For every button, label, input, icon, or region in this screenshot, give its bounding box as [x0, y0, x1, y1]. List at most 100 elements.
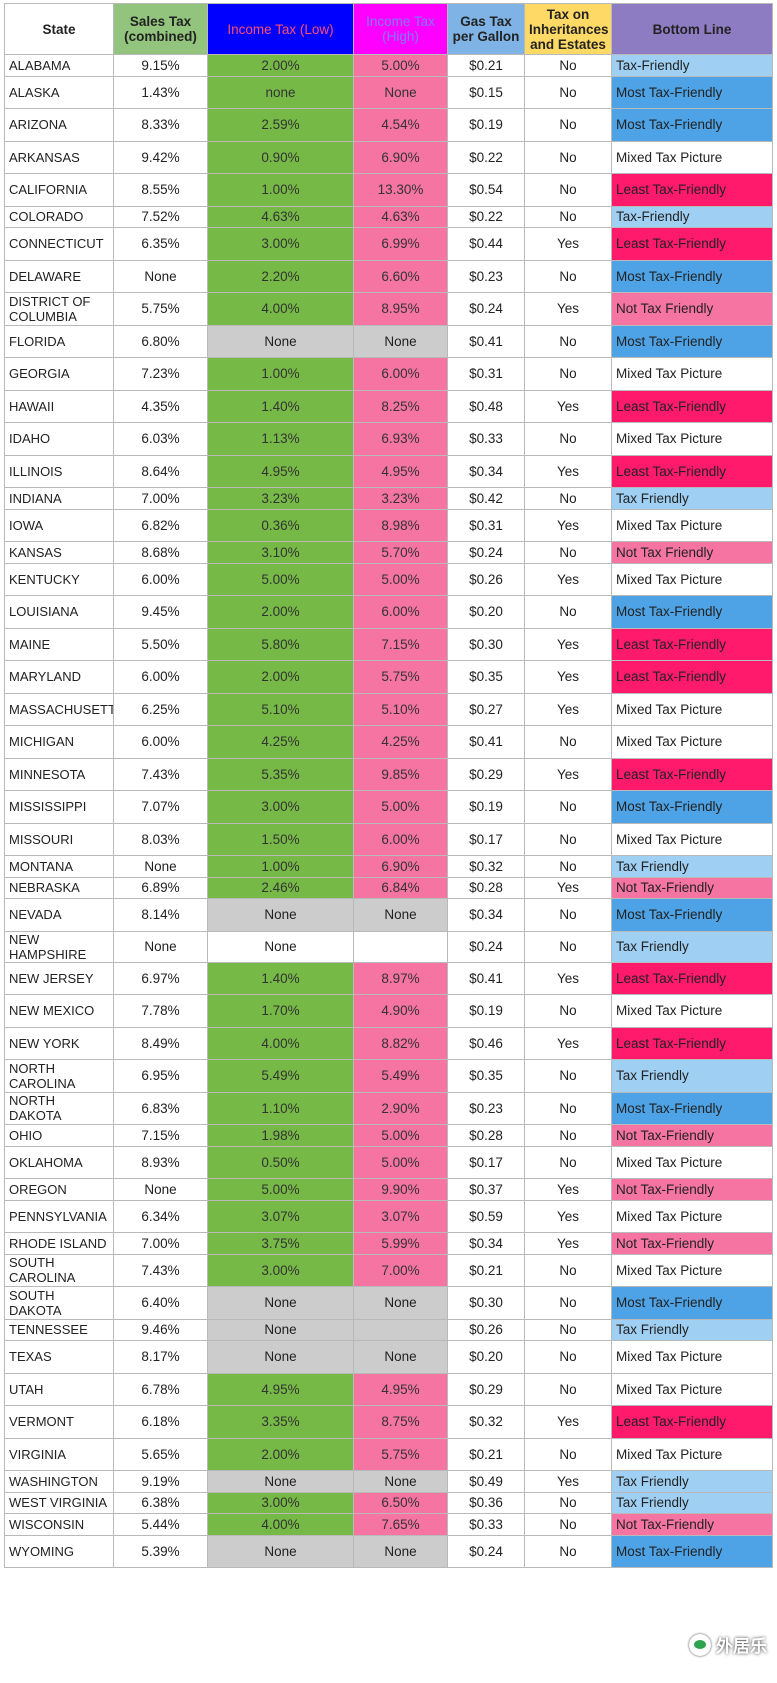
cell-bottom: Mixed Tax Picture	[611, 508, 773, 542]
table-row: DISTRICT OF COLUMBIA 5.75% 4.00% 8.95% $0.24…	[4, 292, 773, 326]
cell-high: 5.00%	[353, 790, 448, 824]
cell-gas: $0.32	[447, 1405, 525, 1439]
cell-bottom: Least Tax-Friendly	[611, 627, 773, 661]
cell-inh: Yes	[524, 1178, 612, 1201]
table-row: CONNECTICUT 6.35% 3.00% 6.99% $0.44 Yes Least …	[4, 227, 773, 261]
cell-sales: 5.44%	[113, 1513, 208, 1536]
cell-gas: $0.49	[447, 1470, 525, 1493]
cell-inh: No	[524, 1318, 612, 1341]
table-row: CALIFORNIA 8.55% 1.00% 13.30% $0.54 No Least T…	[4, 173, 773, 207]
cell-gas: $0.37	[447, 1178, 525, 1201]
table-row: COLORADO 7.52% 4.63% 4.63% $0.22 No Tax-Friend…	[4, 205, 773, 228]
header-state: State	[4, 3, 114, 55]
cell-low: none	[207, 75, 354, 109]
cell-sales: 5.65%	[113, 1437, 208, 1471]
cell-high: 6.50%	[353, 1491, 448, 1514]
cell-inh: No	[524, 822, 612, 856]
cell-sales: 9.46%	[113, 1318, 208, 1341]
cell-gas: $0.34	[447, 898, 525, 932]
cell-bottom: Mixed Tax Picture	[611, 1437, 773, 1471]
cell-state: INDIANA	[4, 487, 114, 510]
table-row: RHODE ISLAND 7.00% 3.75% 5.99% $0.34 Yes Not T…	[4, 1232, 773, 1255]
cell-low: None	[207, 1470, 354, 1493]
cell-low: 3.07%	[207, 1199, 354, 1233]
cell-inh: Yes	[524, 508, 612, 542]
table-row: MINNESOTA 7.43% 5.35% 9.85% $0.29 Yes Least Ta…	[4, 757, 773, 791]
cell-inh: No	[524, 1340, 612, 1374]
cell-low: 2.00%	[207, 1437, 354, 1471]
cell-gas: $0.22	[447, 140, 525, 174]
cell-bottom: Not Tax-Friendly	[611, 1124, 773, 1147]
cell-inh: No	[524, 1124, 612, 1147]
table-row: KANSAS 8.68% 3.10% 5.70% $0.24 No Not Tax Frie…	[4, 541, 773, 564]
cell-bottom: Mixed Tax Picture	[611, 1372, 773, 1406]
cell-low: 1.40%	[207, 961, 354, 995]
cell-bottom: Mixed Tax Picture	[611, 357, 773, 391]
cell-high: 4.63%	[353, 205, 448, 228]
cell-low: 3.10%	[207, 541, 354, 564]
cell-inh: No	[524, 1091, 612, 1125]
cell-low: 3.00%	[207, 790, 354, 824]
cell-low: 3.75%	[207, 1232, 354, 1255]
cell-state: WYOMING	[4, 1534, 114, 1568]
cell-state: MASSACHUSETTS	[4, 692, 114, 726]
cell-inh: No	[524, 108, 612, 142]
cell-gas: $0.21	[447, 1253, 525, 1287]
cell-gas: $0.22	[447, 205, 525, 228]
cell-low: 5.00%	[207, 562, 354, 596]
cell-state: ARKANSAS	[4, 140, 114, 174]
cell-gas: $0.15	[447, 75, 525, 109]
cell-inh: No	[524, 54, 612, 77]
cell-gas: $0.19	[447, 994, 525, 1028]
cell-state: VIRGINIA	[4, 1437, 114, 1471]
watermark: 外居乐	[689, 1632, 767, 1657]
cell-state: HAWAII	[4, 389, 114, 423]
cell-sales: 8.55%	[113, 173, 208, 207]
cell-low: 4.00%	[207, 1513, 354, 1536]
cell-state: KENTUCKY	[4, 562, 114, 596]
cell-sales: 6.40%	[113, 1286, 208, 1320]
cell-low: 4.63%	[207, 205, 354, 228]
cell-sales: 7.43%	[113, 1253, 208, 1287]
table-row: IOWA 6.82% 0.36% 8.98% $0.31 Yes Mixed Tax Pic…	[4, 508, 773, 542]
cell-sales: 8.33%	[113, 108, 208, 142]
cell-inh: No	[524, 1145, 612, 1179]
cell-state: SOUTH CAROLINA	[4, 1253, 114, 1287]
cell-bottom: Not Tax-Friendly	[611, 1513, 773, 1536]
cell-bottom: Most Tax-Friendly	[611, 1286, 773, 1320]
cell-sales: 7.43%	[113, 757, 208, 791]
cell-state: VERMONT	[4, 1405, 114, 1439]
cell-sales: 7.00%	[113, 1232, 208, 1255]
table-row: WISCONSIN 5.44% 4.00% 7.65% $0.33 No Not Tax-F…	[4, 1513, 773, 1536]
cell-state: NEW JERSEY	[4, 961, 114, 995]
cell-state: OKLAHOMA	[4, 1145, 114, 1179]
cell-state: NORTH DAKOTA	[4, 1091, 114, 1125]
cell-state: ARIZONA	[4, 108, 114, 142]
cell-bottom: Not Tax-Friendly	[611, 876, 773, 899]
cell-high: 7.00%	[353, 1253, 448, 1287]
cell-state: OHIO	[4, 1124, 114, 1147]
cell-inh: No	[524, 994, 612, 1028]
cell-low: 5.10%	[207, 692, 354, 726]
header-income-tax-low: Income Tax (Low)	[207, 3, 354, 55]
cell-high: 6.90%	[353, 855, 448, 878]
cell-low: 3.00%	[207, 1491, 354, 1514]
cell-sales: 7.07%	[113, 790, 208, 824]
cell-gas: $0.30	[447, 1286, 525, 1320]
cell-state: DELAWARE	[4, 259, 114, 293]
cell-low: 5.35%	[207, 757, 354, 791]
cell-gas: $0.20	[447, 1340, 525, 1374]
cell-high: 4.25%	[353, 725, 448, 759]
table-row: HAWAII 4.35% 1.40% 8.25% $0.48 Yes Least Tax-F…	[4, 389, 773, 423]
cell-bottom: Least Tax-Friendly	[611, 660, 773, 694]
cell-low: 1.00%	[207, 855, 354, 878]
cell-state: SOUTH DAKOTA	[4, 1286, 114, 1320]
cell-inh: Yes	[524, 562, 612, 596]
cell-inh: Yes	[524, 1405, 612, 1439]
cell-low: 4.95%	[207, 454, 354, 488]
table-row: MAINE 5.50% 5.80% 7.15% $0.30 Yes Least Tax-Fr…	[4, 627, 773, 661]
cell-gas: $0.24	[447, 1534, 525, 1568]
cell-gas: $0.59	[447, 1199, 525, 1233]
cell-gas: $0.29	[447, 757, 525, 791]
cell-bottom: Least Tax-Friendly	[611, 757, 773, 791]
